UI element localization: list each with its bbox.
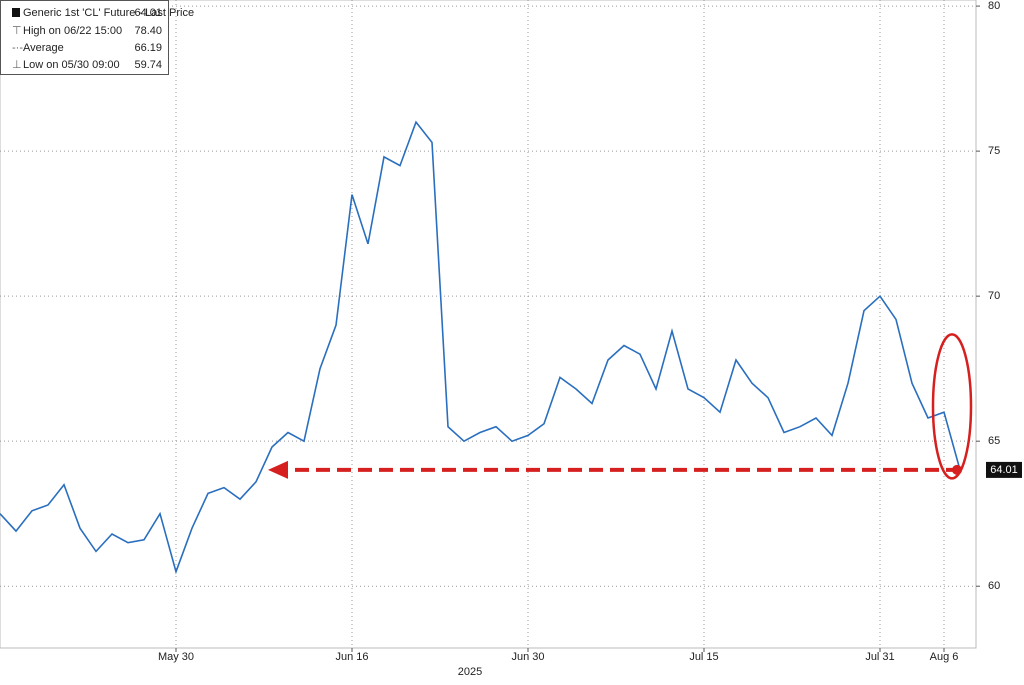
legend-last-value: 64.01 [134, 7, 162, 19]
price-line [0, 120, 961, 575]
x-tick-label: Jun 16 [335, 651, 368, 663]
legend-stat-value: 66.19 [134, 42, 162, 54]
legend-icon: -·- [12, 42, 23, 54]
x-tick-label: Jul 15 [689, 651, 718, 663]
legend-swatch [12, 8, 20, 17]
legend-icon: ⊥ [12, 59, 22, 71]
arrow-head [268, 460, 288, 479]
legend-stat-label: Low on 05/30 09:00 [23, 59, 120, 71]
series-layer [0, 120, 961, 575]
legend: Generic 1st 'CL' Future - Last Price 64.… [0, 0, 194, 75]
legend-stat-value: 78.40 [134, 25, 162, 37]
x-tick-label: Jun 30 [511, 651, 544, 663]
legend-icon: ⊤ [12, 25, 22, 37]
y-tick-label: 75 [988, 145, 1000, 157]
annotation-layer [268, 333, 973, 480]
legend-stat-label: Average [23, 42, 64, 54]
grid [0, 0, 980, 652]
last-price-label: 64.01 [990, 464, 1018, 476]
highlight-ellipse [931, 333, 973, 480]
y-tick-label: 65 [988, 435, 1000, 447]
x-axis-label: 2025 [458, 666, 482, 678]
last-price-tag [986, 461, 1022, 478]
legend-box [0, 0, 169, 75]
plot-area [0, 0, 977, 649]
x-tick-label: Jul 31 [865, 651, 894, 663]
legend-stat-label: High on 06/22 15:00 [23, 25, 122, 37]
x-tick-label: May 30 [158, 651, 194, 663]
y-tick-label: 60 [988, 580, 1000, 592]
y-tick-label: 80 [988, 0, 1000, 12]
legend-stat-value: 59.74 [134, 59, 162, 71]
y-tick-label: 70 [988, 290, 1000, 302]
x-tick-label: Aug 6 [930, 651, 959, 663]
legend-series-name: Generic 1st 'CL' Future - Last Price [23, 7, 194, 19]
